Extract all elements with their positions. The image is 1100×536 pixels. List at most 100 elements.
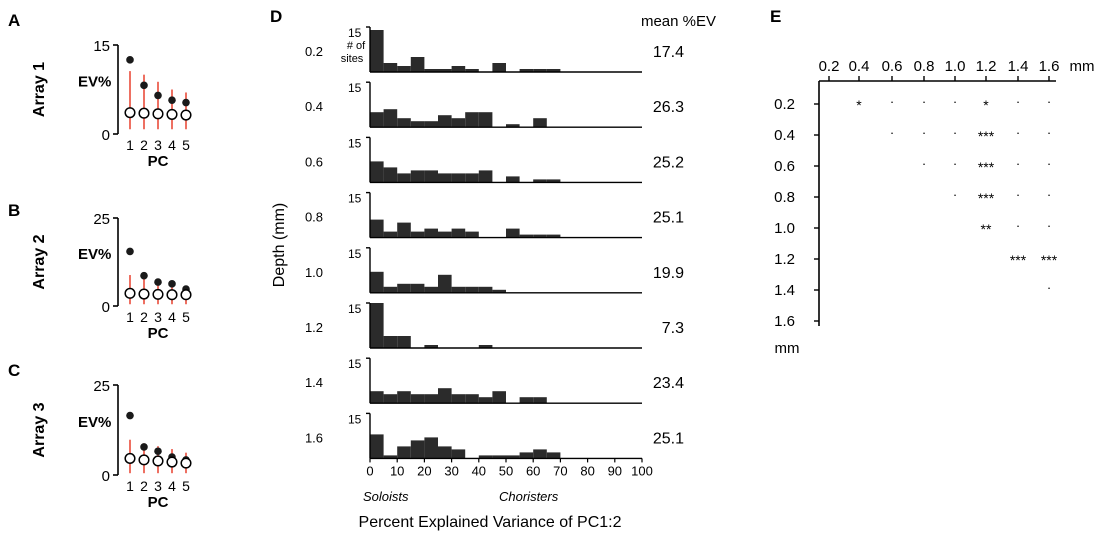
histogram-bar [492, 455, 506, 459]
x-tick-label: 70 [553, 463, 567, 478]
histogram-bar [410, 121, 425, 128]
array-label: Array 3 [31, 402, 48, 457]
histogram-panel: mean %EV 15 0.2 17.4 15 0.4 26.3 15 0.6 25.2 15 0.8… [271, 13, 716, 531]
panel-letter-e: E [770, 7, 781, 26]
shuffled-point [180, 289, 192, 301]
x-tick-label: 3 [154, 137, 162, 153]
row-y-top-label: 15 [348, 247, 362, 261]
observed-point [140, 81, 148, 90]
histogram-bar [383, 109, 398, 128]
histogram-bar [370, 434, 384, 459]
histogram-bar [465, 112, 479, 128]
row-y-top-label: 15 [348, 192, 362, 206]
y-tick-label: 15 [93, 38, 110, 55]
histogram-bar [383, 455, 398, 459]
y-axis-label: EV% [78, 246, 111, 263]
observed-point [182, 98, 190, 107]
mean-ev-value: 25.1 [653, 430, 684, 447]
histogram-bar [438, 69, 452, 72]
histogram-bar [465, 231, 479, 238]
array-label: Array 2 [31, 234, 48, 289]
histogram-bar [465, 286, 479, 293]
panel-letter-b: B [8, 201, 20, 220]
column-label: 1.2 [976, 58, 997, 75]
soloists-annotation: Soloists [363, 489, 409, 504]
x-tick-label: 2 [140, 309, 148, 325]
mean-ev-value: 25.2 [653, 154, 684, 171]
nonsignificant-marker: · [1047, 280, 1051, 295]
histogram-bar [546, 69, 561, 72]
histogram-bar [370, 30, 384, 72]
significance-table-panel: 0.2 0.4 0.6 0.8 1.0 1.2 1.4 1.6 mm 0.2 0.4 0.6 0.8 1.… [774, 58, 1094, 357]
significance-marker: *** [978, 190, 995, 206]
nonsignificant-marker: · [953, 156, 957, 171]
observed-point [126, 56, 134, 64]
y-tick-label: 0 [102, 299, 110, 316]
nonsignificant-marker: · [1016, 125, 1020, 140]
histogram-bar [438, 388, 452, 404]
count-label: sites [341, 53, 364, 65]
x-tick-label: 30 [444, 463, 458, 478]
x-tick-label: 2 [140, 137, 148, 153]
histogram-bar [438, 115, 452, 128]
histogram-bar [546, 234, 561, 238]
depth-label: 0.6 [305, 154, 323, 169]
nonsignificant-marker: · [1047, 125, 1051, 140]
histogram-bar [397, 118, 411, 128]
mean-ev-value: 25.1 [653, 210, 684, 227]
histogram-bar [451, 394, 466, 404]
significance-marker: * [856, 97, 862, 113]
nonsignificant-marker: · [922, 156, 926, 171]
histogram-bar [465, 173, 479, 183]
histogram-bar [370, 161, 384, 183]
shuffled-point [180, 109, 192, 121]
histogram-bar [424, 170, 438, 183]
row-y-top-label: 15 [348, 26, 362, 40]
histogram-bar [451, 173, 466, 183]
column-label: 0.6 [882, 58, 903, 75]
column-label: 0.2 [819, 58, 840, 75]
histogram-bar [438, 231, 452, 238]
x-axis-label: Percent Explained Variance of PC1:2 [359, 514, 622, 531]
row-label: 1.0 [774, 220, 795, 237]
histogram-bar [410, 170, 425, 183]
histogram-bar [424, 228, 438, 238]
histogram-bar [506, 455, 520, 459]
x-tick-label: 0 [366, 463, 373, 478]
x-tick-label: 50 [499, 463, 513, 478]
nonsignificant-marker: · [1047, 94, 1051, 109]
observed-point [126, 247, 134, 256]
column-label: 0.8 [914, 58, 935, 75]
x-tick-label: 90 [608, 463, 622, 478]
histogram-bar [519, 69, 534, 72]
shuffled-point [138, 454, 150, 466]
histogram-bar [533, 118, 547, 128]
x-axis-label: PC [148, 494, 169, 511]
histogram-bar [451, 66, 466, 72]
histogram-bar [410, 440, 425, 459]
histogram-bar [424, 121, 438, 128]
panel-letter-d: D [270, 7, 282, 26]
unit-label: mm [1070, 58, 1095, 75]
nonsignificant-marker: · [1047, 156, 1051, 171]
histogram-bar [451, 286, 466, 293]
histogram-bar [478, 286, 493, 293]
y-tick-label: 0 [102, 468, 110, 485]
histogram-bar [492, 391, 506, 404]
column-label: 1.4 [1008, 58, 1029, 75]
histogram-bar [533, 69, 547, 72]
depth-label: 0.4 [305, 99, 323, 114]
nonsignificant-marker: · [953, 94, 957, 109]
depth-label: 1.4 [305, 375, 323, 390]
histogram-bar [424, 394, 438, 404]
histogram-bar [546, 179, 561, 183]
histogram-bar [424, 69, 438, 72]
nonsignificant-marker: · [953, 187, 957, 202]
depth-label: 1.0 [305, 265, 323, 280]
shuffled-point [166, 108, 178, 120]
histogram-bar [410, 283, 425, 293]
histogram-bar [383, 167, 398, 183]
y-axis-label: Depth (mm) [271, 203, 288, 287]
x-tick-label: 5 [182, 478, 190, 494]
